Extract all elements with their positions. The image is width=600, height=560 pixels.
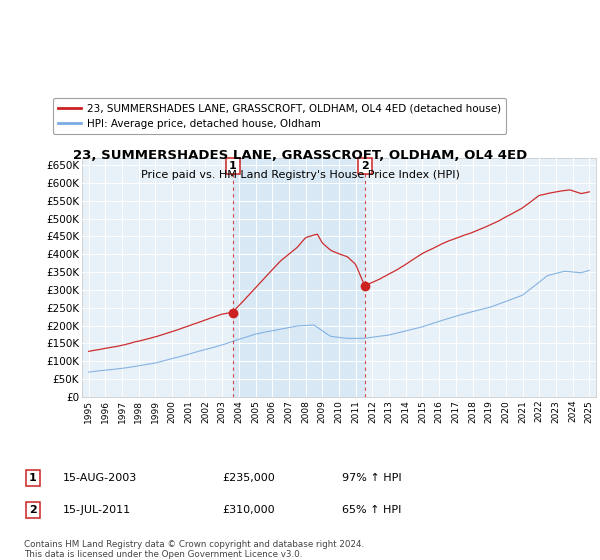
Bar <box>233 158 365 397</box>
Text: Price paid vs. HM Land Registry's House Price Index (HPI): Price paid vs. HM Land Registry's House … <box>140 170 460 180</box>
Text: 15-JUL-2011: 15-JUL-2011 <box>63 505 131 515</box>
Text: 23, SUMMERSHADES LANE, GRASSCROFT, OLDHAM, OL4 4ED: 23, SUMMERSHADES LANE, GRASSCROFT, OLDHA… <box>73 149 527 162</box>
Text: 1: 1 <box>29 473 37 483</box>
Text: Contains HM Land Registry data © Crown copyright and database right 2024.
This d: Contains HM Land Registry data © Crown c… <box>24 540 364 559</box>
Text: 65% ↑ HPI: 65% ↑ HPI <box>342 505 401 515</box>
Text: 97% ↑ HPI: 97% ↑ HPI <box>342 473 401 483</box>
Text: 15-AUG-2003: 15-AUG-2003 <box>63 473 137 483</box>
Text: £235,000: £235,000 <box>222 473 275 483</box>
Text: £310,000: £310,000 <box>222 505 275 515</box>
Legend: 23, SUMMERSHADES LANE, GRASSCROFT, OLDHAM, OL4 4ED (detached house), HPI: Averag: 23, SUMMERSHADES LANE, GRASSCROFT, OLDHA… <box>53 98 506 134</box>
Text: 1: 1 <box>229 161 236 171</box>
Text: 2: 2 <box>361 161 368 171</box>
Text: 2: 2 <box>29 505 37 515</box>
